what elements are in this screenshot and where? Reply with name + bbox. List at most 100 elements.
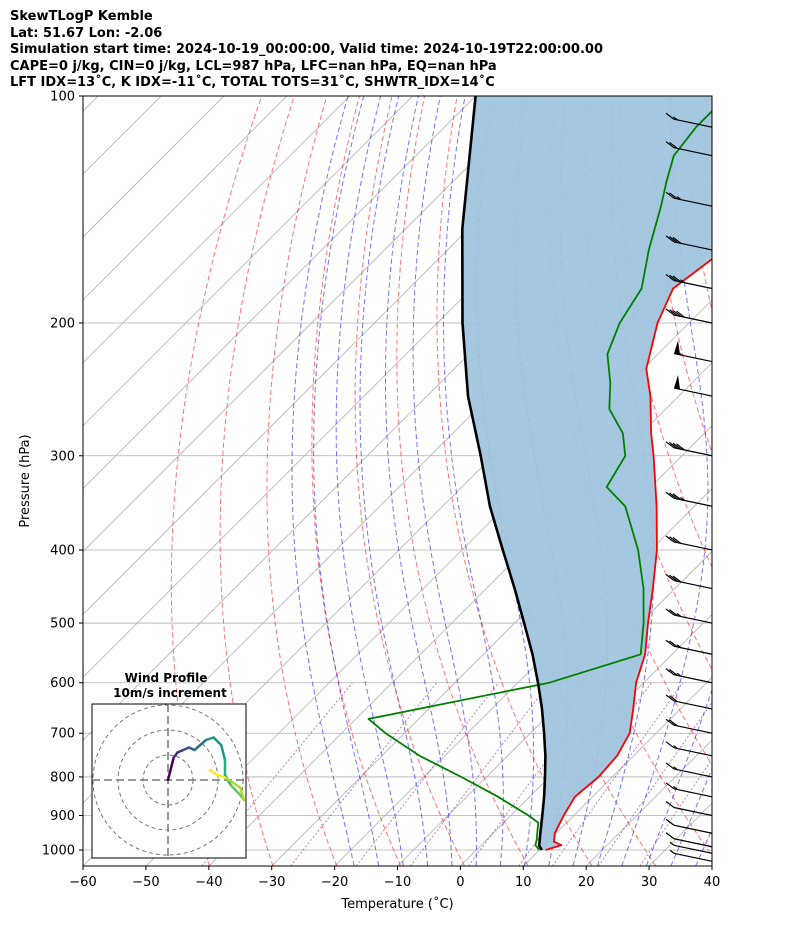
barb-half <box>673 766 678 771</box>
barb-full <box>665 308 675 316</box>
barb-staff <box>673 118 713 128</box>
barb-staff <box>673 852 713 862</box>
wind-barb <box>665 762 713 778</box>
isotherm-line <box>83 96 351 364</box>
hodograph-segment <box>204 736 215 742</box>
mixing-ratio-line <box>409 682 550 866</box>
barb-full <box>665 818 675 826</box>
barb-full <box>665 191 675 199</box>
cape-line: CAPE=0 j/kg, CIN=0 j/kg, LCL=987 hPa, LF… <box>10 58 497 74</box>
barb-full <box>665 141 675 149</box>
axes: −60 −50 −40 −30 −20 −10 0 10 20 30 40 1000 900 800 700… <box>18 90 720 913</box>
moist-adiabat <box>442 96 504 866</box>
barb-full <box>672 309 682 317</box>
wind-barb <box>665 141 713 157</box>
x-tick-label: 10 <box>515 875 532 890</box>
barb-half <box>669 849 675 854</box>
wind-barb <box>665 782 713 798</box>
time-line: Simulation start time: 2024-10-19_00:00:… <box>10 42 603 57</box>
wind-barbs <box>665 112 713 862</box>
cin-shading <box>462 96 712 850</box>
barb-half <box>669 841 675 846</box>
barb-flag <box>674 340 680 355</box>
chart-title: SkewTLogP Kemble <box>10 9 153 24</box>
wind-barb <box>665 235 713 251</box>
barb-staff <box>673 747 713 757</box>
y-tick-label: 600 <box>50 676 75 691</box>
moist-adiabat <box>359 96 429 866</box>
location-line: Lat: 51.67 Lon: -2.06 <box>10 25 163 41</box>
x-tick-label: 0 <box>456 875 464 890</box>
hodograph-segment <box>238 786 246 802</box>
mixing-ratio-line <box>597 701 712 866</box>
moist-adiabat <box>645 688 712 866</box>
barb-full <box>665 535 675 543</box>
barb-half <box>676 644 682 649</box>
isotherm-line <box>397 550 712 866</box>
moist-adiabat <box>291 96 355 866</box>
hodograph-segment <box>212 736 223 747</box>
inset-title: Wind Profile <box>125 671 208 685</box>
barb-flag <box>674 375 680 390</box>
y-tick-label: 100 <box>50 90 75 105</box>
mixing-ratio-line <box>639 758 712 866</box>
y-tick-label: 900 <box>50 809 75 824</box>
isotherm-line <box>523 676 712 866</box>
barb-full <box>665 491 675 499</box>
barb-half <box>673 786 678 791</box>
barb-full <box>672 575 682 583</box>
isotherm-line <box>83 96 476 490</box>
x-tick-label: 20 <box>578 875 595 890</box>
hodograph-segment <box>168 763 174 774</box>
barb-full <box>665 112 675 120</box>
barb-full <box>665 668 675 676</box>
barb-staff <box>673 824 713 834</box>
barb-full <box>669 274 678 282</box>
dry-adiabat <box>396 96 529 866</box>
barb-staff <box>673 844 713 854</box>
moist-adiabat <box>335 96 404 866</box>
barb-half <box>680 279 685 284</box>
barb-full <box>672 236 682 244</box>
inset-plot <box>92 704 246 858</box>
barb-full <box>672 275 682 283</box>
wind-barb <box>665 818 713 834</box>
dry-adiabat <box>266 96 338 866</box>
y-tick-label: 700 <box>50 727 75 742</box>
y-tick-label: 800 <box>50 770 75 785</box>
isotherm-line <box>83 96 225 238</box>
barb-half <box>677 351 683 356</box>
wind-barb <box>665 274 713 290</box>
barb-half <box>680 496 685 501</box>
x-tick-label: −60 <box>69 875 96 890</box>
y-tick-label: 1000 <box>42 844 75 859</box>
chart-header: SkewTLogP Kemble Lat: 51.67 Lon: -2.06 S… <box>10 9 603 92</box>
wind-barb <box>665 574 713 590</box>
moist-adiabat <box>720 96 794 866</box>
barb-full <box>665 639 675 647</box>
wind-barb <box>665 535 713 551</box>
y-axis-label: Pressure (hPa) <box>18 434 33 527</box>
isotherm-line <box>83 96 413 427</box>
hodograph-segment <box>229 783 242 797</box>
barb-staff <box>673 788 713 798</box>
isotherm-line <box>83 96 288 301</box>
x-tick-label: 30 <box>641 875 658 890</box>
x-tick-label: 40 <box>704 875 721 890</box>
barb-full <box>669 695 678 703</box>
x-tick-label: −20 <box>321 875 348 890</box>
barb-half <box>673 116 678 121</box>
wind-barb <box>665 639 713 655</box>
dry-adiabat <box>549 96 712 766</box>
moist-adiabat <box>385 96 453 866</box>
wind-barb <box>673 340 713 363</box>
barb-full <box>665 441 675 449</box>
isotherm-line <box>83 96 539 553</box>
barb-full <box>665 741 675 749</box>
barb-full <box>669 192 678 200</box>
barb-full <box>669 442 678 449</box>
hodograph-segment <box>166 771 172 782</box>
x-tick-label: −30 <box>258 875 285 890</box>
